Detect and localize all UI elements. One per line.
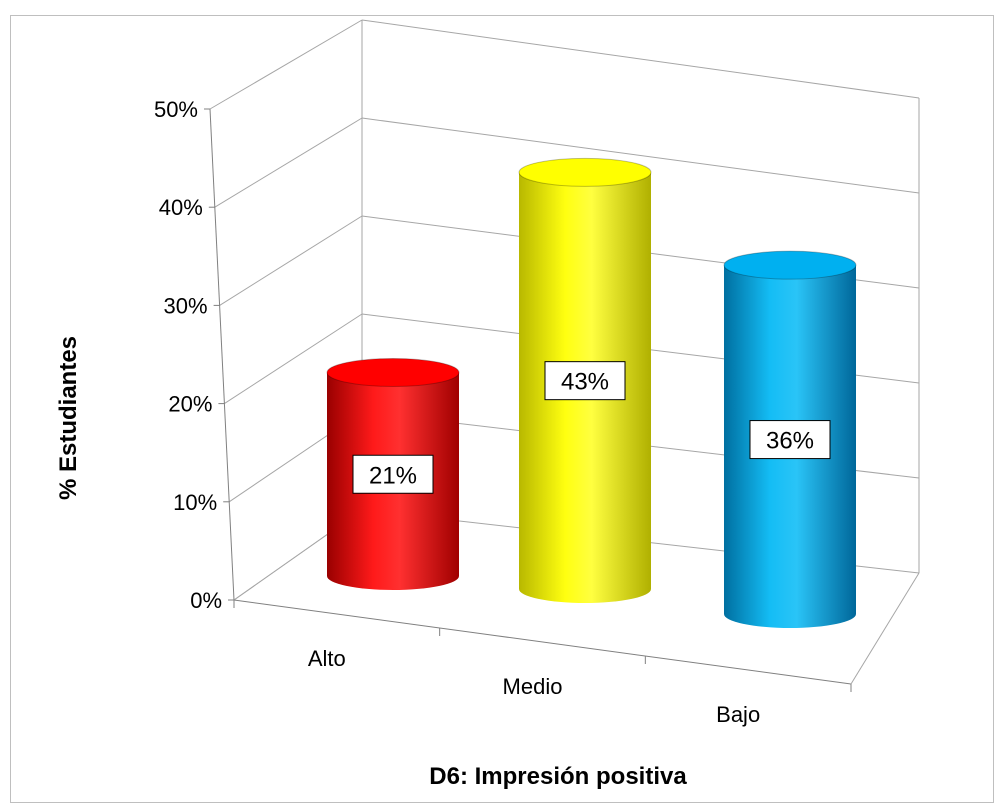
bar-alto: 21% [326, 358, 460, 590]
data-label: 21% [369, 462, 417, 489]
y-tick-label: 50% [154, 97, 198, 122]
floor-front-edge [233, 599, 852, 685]
y-axis [204, 108, 235, 601]
gridline-side [214, 117, 363, 208]
gridline-back [361, 117, 920, 194]
y-tick-label: 40% [159, 195, 203, 220]
data-label-box [749, 420, 831, 460]
y-tick-label: 20% [168, 392, 212, 417]
y-axis-title: % Estudiantes [55, 336, 82, 500]
bar-series: 21% 43% 36% [326, 157, 857, 628]
bar-bajo: 36% [723, 250, 857, 628]
cylinder-top [723, 250, 857, 280]
cylinder-top [326, 358, 460, 388]
gridline-side [219, 215, 363, 306]
y-tick-labels: 0% 10% 20% 30% 40% 50% [154, 97, 222, 613]
x-axis: Alto Medio Bajo [233, 600, 852, 727]
x-axis-title: D6: Impresión positiva [429, 763, 687, 790]
cylinder-top [518, 157, 652, 187]
x-tick-label: Medio [503, 674, 563, 699]
x-tick-label: Alto [308, 646, 346, 671]
y-tick-label: 0% [190, 588, 222, 613]
gridline-side [209, 19, 363, 110]
data-label-box [352, 454, 434, 494]
y-tick-label: 10% [173, 490, 217, 515]
y-tick-label: 30% [164, 293, 208, 318]
bar-medio: 43% [518, 157, 652, 603]
x-tick-label: Bajo [716, 702, 760, 727]
y-axis-line [209, 108, 235, 601]
floor-right-edge [850, 572, 920, 685]
data-label: 43% [561, 369, 609, 396]
gridline-side [224, 313, 363, 405]
data-label-box [544, 361, 626, 401]
gridline-back [361, 19, 920, 99]
data-label: 36% [766, 428, 814, 455]
